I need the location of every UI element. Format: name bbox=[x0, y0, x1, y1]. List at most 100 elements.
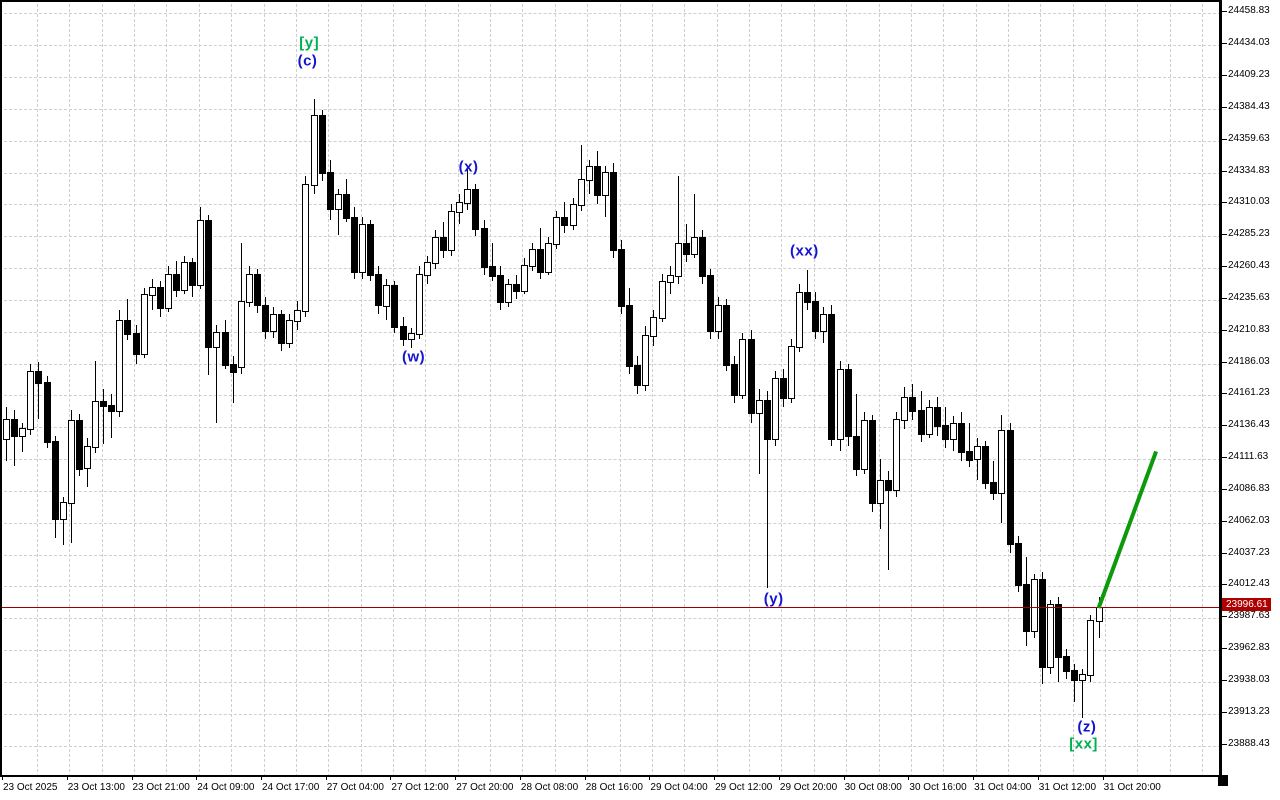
candle-body bbox=[351, 217, 358, 274]
candle-body bbox=[941, 425, 949, 440]
price-axis-tick bbox=[1222, 202, 1227, 204]
candle-body bbox=[658, 281, 666, 320]
wave-label[interactable]: [xx] bbox=[1069, 735, 1098, 752]
price-axis-label: 24409.23 bbox=[1228, 69, 1270, 80]
grid-line-horizontal bbox=[4, 331, 1221, 333]
price-axis-label: 23962.83 bbox=[1228, 642, 1270, 653]
time-axis-label: 31 Oct 04:00 bbox=[974, 782, 1032, 793]
candle-body bbox=[399, 326, 407, 340]
time-axis-label: 23 Oct 13:00 bbox=[67, 782, 125, 793]
candle-body bbox=[164, 273, 172, 310]
candle-body bbox=[472, 189, 480, 230]
time-axis-tick bbox=[714, 776, 716, 780]
time-axis-tick bbox=[455, 776, 457, 780]
grid-line-vertical bbox=[522, 4, 524, 777]
candle-body bbox=[1063, 656, 1071, 673]
candle-body bbox=[334, 194, 342, 211]
wave-label[interactable]: (xx) bbox=[790, 242, 819, 260]
price-axis-label: 24310.03 bbox=[1228, 196, 1270, 208]
wave-label[interactable]: [y] bbox=[299, 34, 320, 52]
candle-body bbox=[1030, 579, 1038, 633]
candle-body bbox=[456, 201, 464, 213]
time-axis-label: 29 Oct 04:00 bbox=[650, 782, 708, 793]
candle-body bbox=[294, 309, 302, 322]
candle-wick bbox=[1074, 663, 1076, 703]
wave-label[interactable]: (x) bbox=[458, 158, 479, 176]
price-chart-plot[interactable]: [y] (c) (x) (w) (xx) (y) (z) [xx] bbox=[0, 0, 1221, 777]
candle-body bbox=[1022, 584, 1030, 633]
candle-body bbox=[205, 219, 213, 348]
price-axis-label: 24186.03 bbox=[1228, 355, 1270, 367]
candle-body bbox=[852, 435, 860, 470]
candle-body bbox=[747, 339, 755, 415]
grid-line-vertical bbox=[587, 4, 589, 777]
grid-line-horizontal bbox=[4, 650, 1221, 651]
wave-label[interactable]: (z) bbox=[1077, 718, 1097, 736]
current-price-line[interactable] bbox=[2, 606, 1221, 608]
grid-line-horizontal bbox=[4, 490, 1221, 492]
price-axis-label: 24210.83 bbox=[1228, 323, 1270, 335]
candle-body bbox=[1038, 579, 1046, 669]
time-axis-label: 27 Oct 04:00 bbox=[326, 782, 384, 793]
grid-line-vertical bbox=[166, 4, 168, 777]
candle-body bbox=[181, 262, 188, 292]
candle-body bbox=[197, 219, 205, 286]
candle-body bbox=[836, 368, 844, 440]
grid-line-vertical bbox=[943, 4, 945, 777]
candle-wick bbox=[766, 390, 768, 589]
candle-body bbox=[124, 319, 132, 335]
candle-wick bbox=[580, 145, 582, 211]
time-axis-tick bbox=[196, 776, 198, 780]
price-axis-tick bbox=[1222, 584, 1227, 586]
time-axis-tick bbox=[325, 776, 327, 780]
time-axis-label: 31 Oct 20:00 bbox=[1103, 782, 1161, 793]
candle-body bbox=[229, 363, 237, 374]
candle-wick bbox=[491, 242, 493, 282]
price-axis-label: 24235.63 bbox=[1228, 291, 1270, 303]
candle-body bbox=[901, 397, 909, 421]
price-axis-label: 24111.63 bbox=[1228, 451, 1269, 462]
candle-body bbox=[796, 291, 804, 348]
wave-label[interactable]: (w) bbox=[402, 348, 426, 366]
candle-body bbox=[407, 332, 415, 340]
candle-body bbox=[383, 285, 391, 307]
candle-body bbox=[577, 178, 585, 207]
candle-body bbox=[933, 407, 941, 428]
candle-body bbox=[270, 313, 278, 333]
candle-body bbox=[601, 172, 609, 197]
grid-line-horizontal bbox=[4, 713, 1221, 715]
grid-line-horizontal bbox=[4, 108, 1221, 110]
grid-line-horizontal bbox=[4, 268, 1221, 269]
candle-body bbox=[1006, 430, 1014, 546]
candle-wick bbox=[888, 471, 890, 571]
candle-body bbox=[92, 400, 99, 448]
candle-body bbox=[763, 399, 771, 440]
candle-body bbox=[820, 313, 828, 333]
candle-body bbox=[43, 381, 51, 443]
candle-wick bbox=[14, 409, 16, 467]
candle-body bbox=[391, 285, 399, 329]
candle-body bbox=[715, 304, 723, 333]
grid-line-horizontal bbox=[4, 681, 1221, 683]
candle-body bbox=[731, 363, 739, 397]
price-axis-tick bbox=[1222, 425, 1227, 427]
grid-line-vertical bbox=[1137, 4, 1139, 777]
candle-body bbox=[520, 264, 528, 293]
grid-line-vertical bbox=[425, 4, 427, 777]
wave-label[interactable]: (c) bbox=[297, 52, 318, 70]
grid-line-horizontal bbox=[4, 522, 1221, 524]
grid-line-vertical bbox=[910, 4, 912, 777]
candle-body bbox=[359, 223, 367, 274]
candle-body bbox=[253, 273, 261, 307]
candle-body bbox=[860, 420, 868, 470]
price-axis-label: 24458.83 bbox=[1228, 5, 1270, 17]
price-axis-tick bbox=[1222, 457, 1227, 458]
price-axis-tick bbox=[1222, 488, 1227, 490]
candle-body bbox=[690, 236, 698, 256]
candle-body bbox=[537, 249, 545, 274]
candle-body bbox=[237, 300, 245, 369]
candle-body bbox=[1087, 620, 1095, 677]
time-axis-tick bbox=[973, 776, 975, 780]
wave-label[interactable]: (y) bbox=[763, 590, 784, 607]
